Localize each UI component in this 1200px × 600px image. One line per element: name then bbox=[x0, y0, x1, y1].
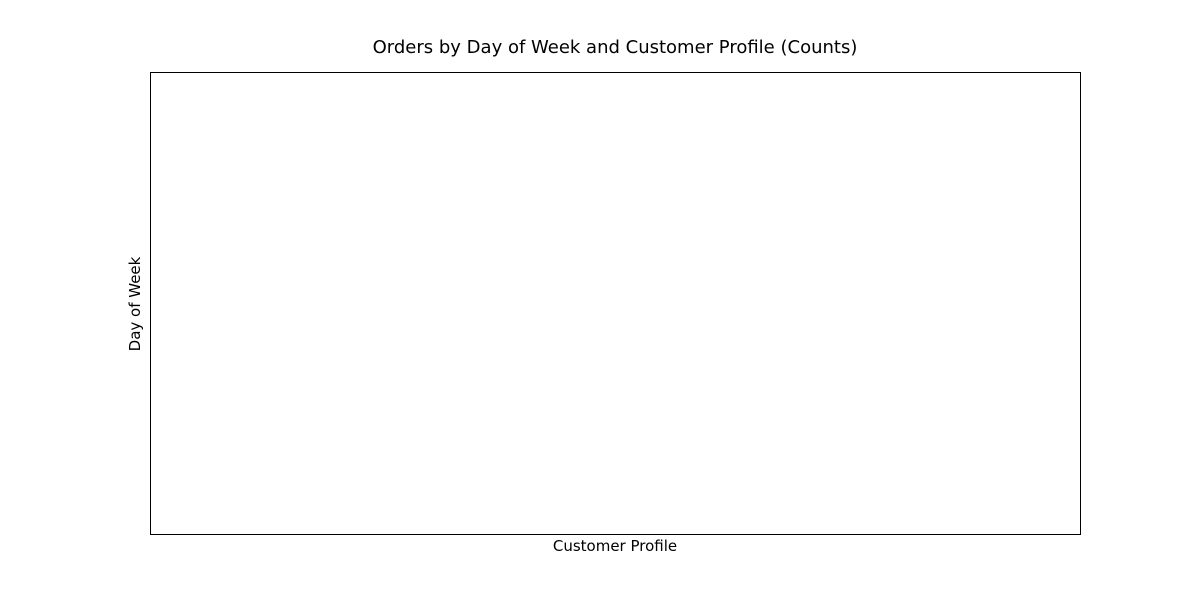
x-axis-label: Customer Profile bbox=[552, 537, 678, 555]
y-axis-label: Day of Week bbox=[126, 256, 144, 352]
plot-area bbox=[150, 72, 1081, 535]
chart-title: Orders by Day of Week and Customer Profi… bbox=[372, 37, 858, 58]
